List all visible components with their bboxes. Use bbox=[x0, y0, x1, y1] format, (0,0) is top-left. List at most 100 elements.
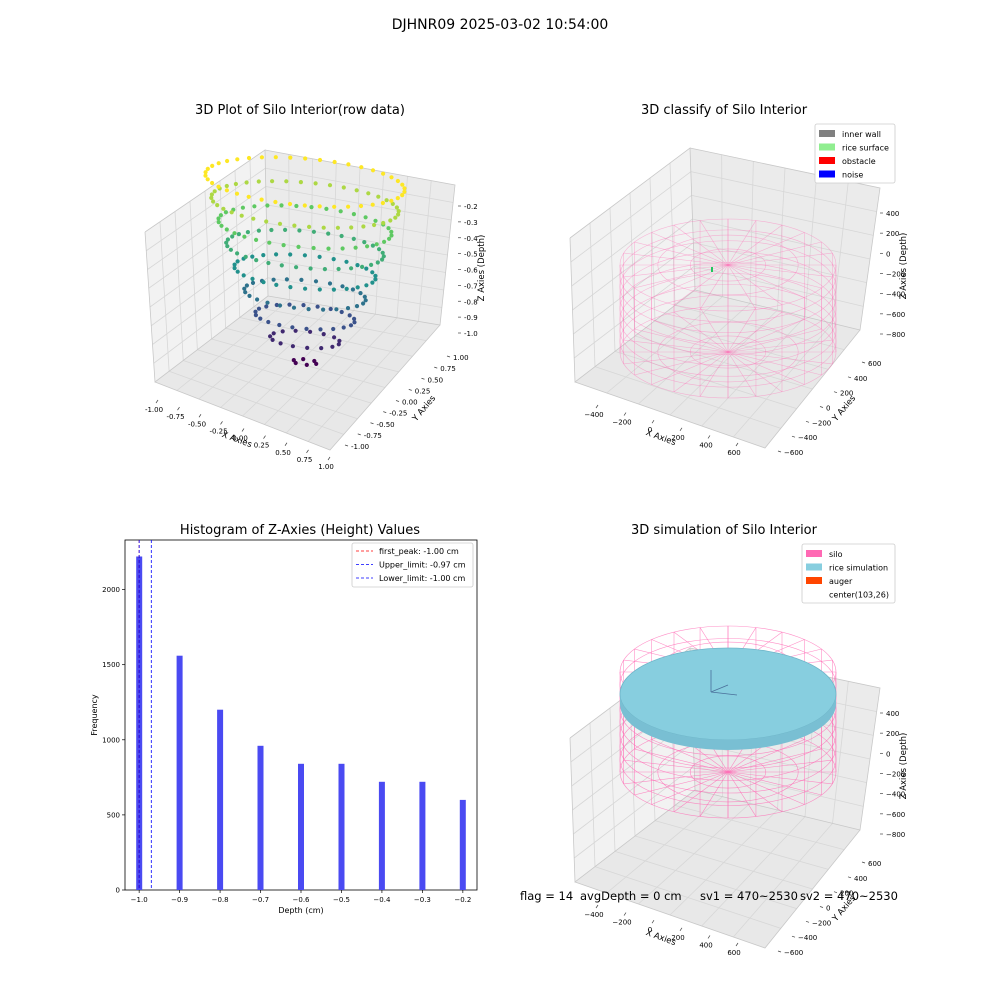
data-point bbox=[279, 263, 284, 268]
data-point bbox=[255, 297, 260, 302]
x-tick-label: -1.00 bbox=[145, 406, 163, 414]
silo-wire-ring bbox=[619, 294, 837, 388]
z-tick-label: -0.9 bbox=[464, 314, 478, 322]
data-point bbox=[373, 218, 378, 223]
data-point bbox=[264, 304, 269, 309]
y-tick-label: −400 bbox=[798, 934, 817, 942]
data-point bbox=[363, 298, 368, 303]
data-point bbox=[247, 293, 252, 298]
histogram-plot: −1.0 −0.9 −0.8 −0.7 −0.6 −0.5 −0.4 −0.3 −0.2 0 500… bbox=[90, 539, 478, 915]
x-tick-label: 0.75 bbox=[297, 456, 313, 464]
data-point bbox=[235, 157, 240, 162]
silo-wire-spoke bbox=[727, 759, 833, 773]
z-tick-label: −200 bbox=[886, 271, 905, 279]
legend-label: silo bbox=[829, 550, 843, 559]
data-point bbox=[351, 236, 356, 241]
data-point bbox=[340, 246, 345, 251]
data-point bbox=[344, 259, 349, 264]
legend-label: noise bbox=[842, 171, 863, 180]
legend-label: center(103,26) bbox=[829, 591, 889, 600]
data-point bbox=[230, 234, 235, 239]
x-tick-label: 0.25 bbox=[254, 442, 270, 450]
data-point bbox=[301, 303, 306, 308]
data-point bbox=[350, 287, 355, 292]
x-tick-label: 400 bbox=[699, 441, 712, 449]
silo-wire-spoke bbox=[727, 351, 822, 376]
flag-readout: flag = 14 bbox=[520, 889, 574, 903]
data-point bbox=[373, 277, 378, 282]
data-point bbox=[340, 284, 345, 289]
data-point bbox=[331, 287, 336, 292]
data-point bbox=[258, 316, 263, 321]
data-point bbox=[402, 186, 407, 191]
data-point bbox=[339, 233, 344, 239]
x-tick-label: -0.25 bbox=[209, 427, 227, 435]
legend-swatch bbox=[819, 170, 835, 178]
data-point bbox=[209, 192, 214, 197]
data-point bbox=[315, 304, 320, 309]
data-point bbox=[287, 201, 293, 207]
x-tick bbox=[735, 442, 739, 447]
y-tick bbox=[833, 391, 838, 393]
figure-suptitle: DJHNR09 2025-03-02 10:54:00 bbox=[391, 17, 609, 33]
x-tick-label: −200 bbox=[612, 919, 631, 927]
data-point bbox=[370, 168, 376, 173]
data-point bbox=[380, 257, 385, 262]
data-point bbox=[321, 332, 326, 337]
z-tick-label: 200 bbox=[886, 230, 899, 238]
data-point bbox=[305, 345, 310, 350]
data-point bbox=[210, 180, 215, 186]
data-point bbox=[299, 277, 304, 282]
data-point bbox=[211, 199, 216, 204]
grid-line bbox=[733, 823, 833, 938]
data-point bbox=[345, 306, 351, 311]
data-point bbox=[224, 240, 229, 245]
data-point bbox=[253, 313, 258, 318]
data-point bbox=[370, 243, 375, 248]
data-point bbox=[354, 304, 360, 309]
x-tick-label: 600 bbox=[727, 449, 740, 457]
data-point bbox=[400, 193, 405, 198]
grid-line bbox=[285, 317, 398, 434]
data-point bbox=[298, 180, 303, 185]
grid-line bbox=[265, 167, 454, 203]
silo-wire-spoke bbox=[727, 351, 833, 365]
y-tick bbox=[833, 891, 838, 893]
silo-wire-spoke bbox=[623, 264, 729, 278]
data-point bbox=[370, 202, 375, 207]
data-point bbox=[268, 334, 273, 339]
silo-wire-spoke bbox=[727, 339, 833, 353]
data-point bbox=[389, 233, 394, 238]
y-tick-label: -0.25 bbox=[389, 410, 407, 418]
y-tick bbox=[434, 366, 438, 369]
x-tick-label: -0.50 bbox=[188, 420, 206, 428]
data-point bbox=[293, 328, 298, 333]
data-point bbox=[225, 158, 230, 164]
data-point bbox=[327, 183, 333, 188]
data-point bbox=[270, 179, 275, 184]
data-point bbox=[288, 285, 293, 290]
data-point bbox=[374, 242, 379, 247]
y-tick-label: 400 bbox=[854, 875, 867, 883]
data-point bbox=[352, 316, 357, 321]
z-tick-label: -1.0 bbox=[464, 330, 478, 338]
data-point bbox=[394, 205, 399, 210]
rice-surface-mark bbox=[711, 267, 713, 272]
legend-swatch bbox=[819, 157, 835, 164]
y-tick-label: −600 bbox=[784, 949, 803, 957]
data-point bbox=[337, 338, 342, 343]
data-point bbox=[369, 262, 374, 267]
silo-wire-spoke bbox=[673, 771, 729, 813]
silo-wire-spoke bbox=[673, 264, 729, 306]
silo-wire-spoke bbox=[651, 232, 729, 266]
data-point bbox=[349, 266, 354, 271]
data-point bbox=[358, 203, 364, 209]
silo-wire-ring bbox=[657, 321, 799, 383]
x-tick bbox=[263, 435, 266, 439]
y-tick-label: -1.00 bbox=[351, 443, 369, 451]
data-point bbox=[311, 245, 316, 251]
data-point bbox=[264, 219, 269, 224]
z-tick-label: -0.7 bbox=[464, 282, 478, 290]
silo-wire-spoke bbox=[727, 264, 833, 278]
